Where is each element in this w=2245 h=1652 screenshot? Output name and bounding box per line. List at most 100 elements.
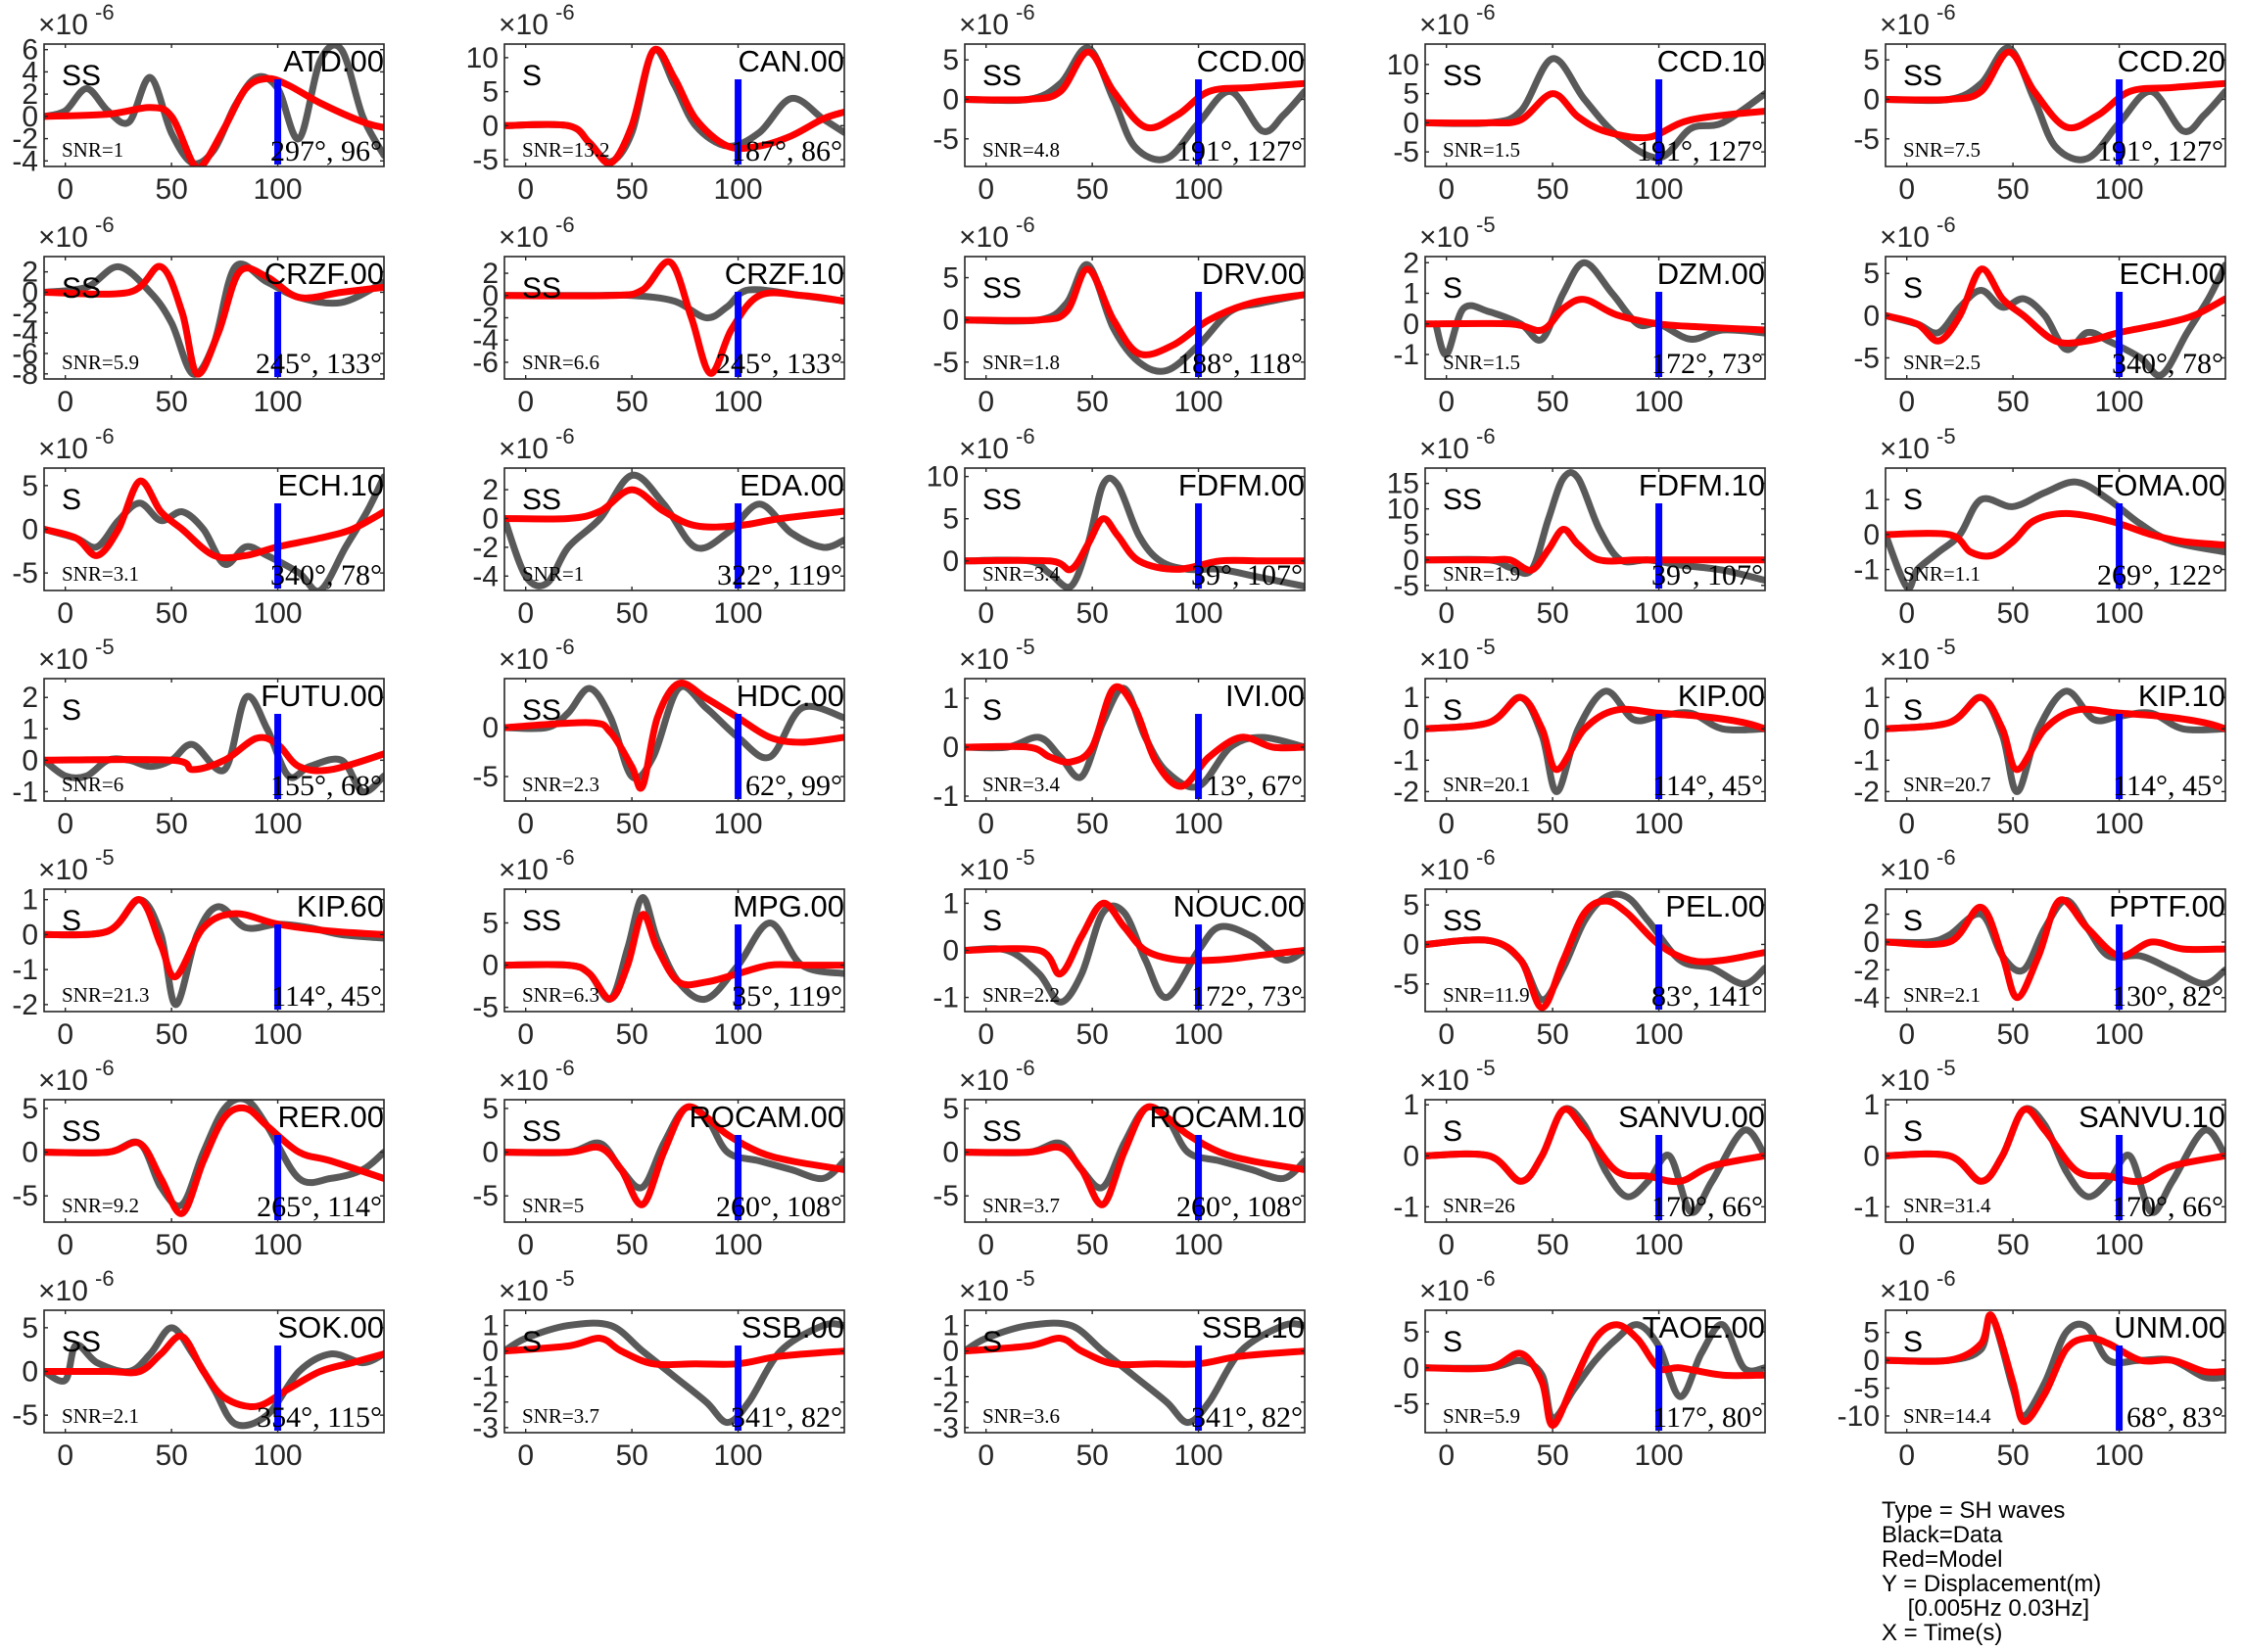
model-trace (504, 45, 844, 166)
azimuth-takeoff-label: 114°, 45° (2113, 770, 2223, 802)
x-tick-label: 0 (1898, 1229, 1915, 1261)
axes-box (1424, 1309, 1766, 1434)
scale-exponent: -6 (1936, 0, 1956, 24)
azimuth-takeoff-label: 39°, 107° (1651, 559, 1763, 591)
model-trace (965, 899, 1305, 977)
x-tick-label: 0 (57, 1440, 73, 1472)
scale-exponent: -6 (1016, 212, 1035, 237)
x-tick-label: 0 (517, 173, 534, 206)
x-tick-label: 0 (517, 1440, 534, 1472)
y-tick-label: -5 (1393, 570, 1419, 602)
x-tick-label: 50 (1536, 597, 1568, 630)
x-tick-label: 100 (714, 808, 763, 840)
legend-model: Red=Model (1882, 1546, 2003, 1573)
phase-label: SS (1443, 60, 1482, 92)
scale-exponent: -5 (1476, 1056, 1496, 1080)
y-tick-label: 0 (942, 83, 959, 116)
snr-label: SNR=1.9 (1443, 562, 1520, 586)
snr-label: SNR=2.3 (522, 773, 599, 796)
model-trace (44, 733, 384, 775)
phase-label: SS (522, 1115, 561, 1148)
axes-box (1424, 43, 1766, 167)
panel-sanvu-00: 0 50 100 -1 0 1×10 -5 S SANVU.00 SNR=26 170°, 66° (1393, 1056, 1766, 1261)
station-label: PPTF.00 (2109, 889, 2225, 923)
phase-label: S (1903, 694, 1923, 727)
y-tick-label: -5 (472, 1180, 499, 1212)
y-tick-label: 5 (22, 470, 38, 502)
x-tick-label: 100 (254, 173, 303, 206)
snr-label: SNR=13.2 (522, 138, 609, 162)
model-trace (965, 48, 1305, 132)
phase-label: S (522, 1326, 542, 1358)
data-trace (1425, 1321, 1765, 1422)
azimuth-takeoff-label: 191°, 127° (2097, 135, 2223, 167)
x-tick-label: 0 (1898, 386, 1915, 418)
y-tick-label: -4 (12, 145, 38, 177)
x-tick-label: 0 (978, 386, 994, 418)
y-tick-label: -5 (472, 144, 499, 176)
y-tick-label: 4 (22, 56, 38, 88)
x-tick-label: 0 (978, 597, 994, 630)
x-tick-label: 0 (517, 1229, 534, 1261)
y-tick-label: 2 (22, 78, 38, 111)
phase-label: SS (982, 272, 1022, 305)
y-tick-label: 5 (1863, 1317, 1880, 1349)
panel-pel-00: 0 50 100 -5 0 5×10 -6 SS PEL.00 SNR=11.9 83°, 141° (1393, 845, 1766, 1051)
phase-label: SS (62, 60, 101, 92)
axes-box (43, 1099, 385, 1223)
x-tick-label: 100 (714, 597, 763, 630)
y-tick-label: 1 (1863, 484, 1880, 516)
snr-label: SNR=4.8 (982, 138, 1060, 162)
panel-fdfm-00: 0 50 100 0 5 10×10 -6 SS FDFM.00 SNR=3.4 39°, 107° (927, 424, 1306, 630)
x-tick-label: 0 (978, 173, 994, 206)
y-tick-label: 5 (482, 907, 499, 939)
scale-exponent: -6 (1936, 1266, 1956, 1291)
y-tick-label: -1 (1853, 1191, 1880, 1223)
axes-box (1885, 256, 2226, 380)
y-tick-label: -5 (1393, 968, 1419, 1001)
scale-factor: ×10 (1880, 221, 1930, 254)
scale-factor: ×10 (1880, 854, 1930, 886)
scale-exponent: -6 (1016, 424, 1035, 448)
data-trace (965, 1319, 1305, 1427)
azimuth-takeoff-label: 172°, 73° (1191, 980, 1303, 1013)
x-tick-label: 100 (2095, 386, 2144, 418)
phase-label: S (1903, 905, 1923, 937)
y-tick-label: -5 (1853, 123, 1880, 156)
station-label: FUTU.00 (261, 679, 384, 713)
y-tick-label: 2 (22, 257, 38, 289)
phase-label: S (1443, 1115, 1462, 1148)
x-tick-label: 0 (1898, 597, 1915, 630)
data-trace (1886, 44, 2225, 164)
phase-label: SS (522, 484, 561, 516)
axes-box (1885, 467, 2226, 591)
scale-exponent: -6 (1936, 212, 1956, 237)
phase-label: SS (1443, 905, 1482, 937)
x-tick-label: 100 (254, 1440, 303, 1472)
axes-box (964, 256, 1306, 380)
azimuth-takeoff-label: 187°, 86° (731, 135, 842, 167)
phase-label: SS (1443, 484, 1482, 516)
y-tick-label: 5 (1403, 1316, 1419, 1348)
y-tick-label: -2 (1393, 776, 1419, 808)
x-tick-label: 50 (615, 1229, 647, 1261)
phase-label: S (62, 484, 81, 516)
x-tick-label: 100 (2095, 1229, 2144, 1261)
panel-ccd-00: 0 50 100 -5 0 5×10 -6 SS CCD.00 SNR=4.8 191°, 127° (932, 0, 1306, 206)
model-trace (965, 265, 1305, 358)
model-trace (1425, 1106, 1765, 1186)
y-tick-label: 0 (1863, 83, 1880, 116)
y-tick-label: 0 (1863, 300, 1880, 332)
model-trace (44, 74, 384, 166)
x-tick-label: 50 (1996, 1440, 2029, 1472)
y-tick-label: -5 (932, 123, 959, 156)
x-tick-label: 100 (2095, 1440, 2144, 1472)
y-tick-label: 5 (942, 262, 959, 295)
phase-label: S (1903, 484, 1923, 516)
azimuth-takeoff-label: 172°, 73° (1651, 348, 1763, 380)
y-tick-label: -2 (12, 123, 38, 156)
azimuth-takeoff-label: 269°, 122° (2097, 559, 2223, 591)
axes-box (503, 43, 845, 167)
y-tick-label: -1 (932, 780, 959, 813)
